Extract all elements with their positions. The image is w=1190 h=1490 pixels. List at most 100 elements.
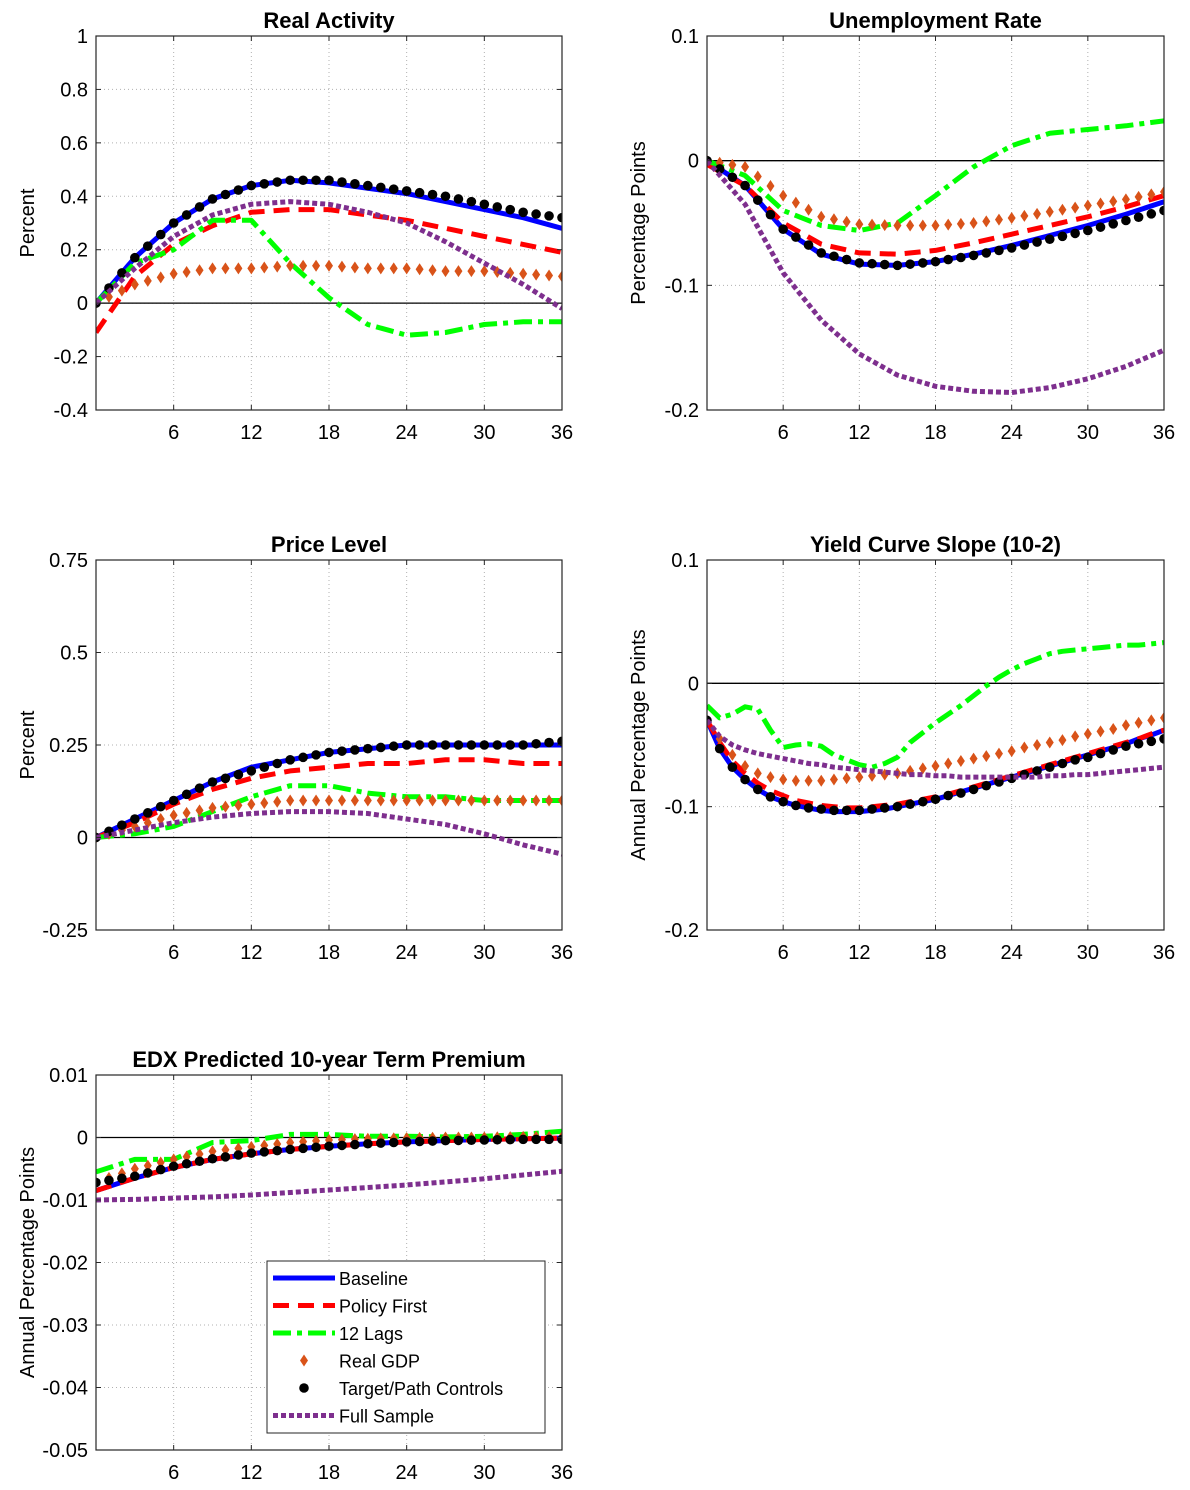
series-real-gdp-point [728,748,737,761]
y-tick-label: 0.5 [60,643,88,665]
series-target-path-controls-point [427,189,438,200]
series-target-path-controls-point [246,766,257,776]
series-target-path-controls-point [544,737,554,748]
series-target-path-controls-point [466,1135,477,1146]
series-target-path-controls-point [168,795,179,806]
series-target-path-controls-point [285,755,295,765]
series-real-gdp-point [1058,203,1067,216]
series-real-gdp-point [480,265,489,278]
series-real-gdp-point [273,260,282,273]
series-target-path-controls-point [879,803,890,813]
series-target-path-controls-point [829,805,839,816]
series-target-path-controls-point [765,792,776,802]
series-target-path-controls-point [168,218,179,228]
series-real-gdp-point [855,218,864,231]
series-real-gdp-point [376,262,385,275]
series-policy-first-line [96,207,562,334]
series-target-path-controls-point [1070,228,1080,239]
series-target-path-controls-point [259,762,270,772]
series-target-path-controls-point [841,805,852,816]
series-target-path-controls-point [1121,741,1131,752]
series-real-gdp-point [363,262,372,275]
series-real-gdp-point [312,259,321,272]
legend-swatch [300,1354,308,1367]
series-real-gdp-point [829,213,838,226]
series-target-path-controls-point [117,268,127,278]
series-real-gdp-point [532,794,541,807]
series-target-path-controls-point [440,191,451,202]
series-target-path-controls-point [816,804,827,814]
series-real-gdp-point [791,196,800,209]
x-tick-label: 36 [551,422,573,444]
x-tick-label: 30 [473,942,495,964]
series-full-sample-line [96,199,562,311]
y-tick-label: 0 [688,151,699,173]
legend-box [266,1260,546,1434]
y-tick-label: 0 [77,1128,88,1150]
series-real-gdp-point [855,771,864,784]
series-real-gdp-point [156,813,165,825]
series-target-path-controls-point [285,175,295,186]
series-real-gdp-point [247,798,256,811]
series-group [707,118,1164,395]
x-tick-label: 6 [168,942,179,964]
series-real-gdp-point [169,267,178,280]
series-real-gdp-point [415,794,424,807]
panel-title: Real Activity [263,8,395,33]
series-real-gdp-point [286,259,295,272]
series-group [96,1128,562,1203]
series-real-gdp-point [753,170,762,183]
series-target-path-controls-point [918,258,928,268]
series-target-path-controls-point [531,738,541,749]
series-real-gdp-point [753,767,762,780]
x-tick-label: 30 [1077,422,1099,444]
series-target-path-controls-point [194,202,205,212]
series-real-gdp-point [1147,188,1156,201]
series-real-gdp-point [104,290,113,303]
series-target-path-controls-point [879,259,890,270]
series-target-path-controls-point [233,769,244,780]
series-policy-first-line [707,162,1164,257]
series-target-path-controls-point [1070,755,1080,765]
series-real-gdp-point [1071,730,1080,743]
panel-title: EDX Predicted 10-year Term Premium [132,1047,525,1072]
series-target-path-controls-point [401,186,412,196]
x-tick-label: 12 [240,1462,262,1484]
x-tick-label: 18 [318,942,340,964]
series-target-path-controls-point [905,259,915,269]
series-real-gdp-point [350,794,359,807]
series-target-path-controls-point [453,1135,464,1146]
series-real-gdp-point [299,794,308,807]
series-target-path-controls-point [142,241,153,251]
series-target-path-controls-point [994,245,1004,256]
x-tick-label: 18 [924,942,946,964]
series-target-path-controls-point [375,182,386,193]
series-target-path-controls-point [337,746,347,756]
y-tick-label: 0.25 [49,735,88,757]
series-target-path-controls-point [298,1143,308,1154]
legend-label: Real GDP [339,1352,420,1372]
series-real-gdp-point [956,217,965,230]
y-axis-label: Annual Percentage Points [17,1147,39,1378]
y-tick-label: 0.6 [60,133,88,155]
series-real-gdp-point [728,158,737,171]
series-target-path-controls-point [1083,225,1093,236]
y-tick-label: 0.2 [60,240,88,262]
series-real-gdp-point [1007,212,1016,225]
series-real-gdp-point [363,794,372,807]
x-tick-label: 36 [551,942,573,964]
series-target-path-controls-point [752,195,763,205]
y-tick-label: 0 [688,673,699,695]
series-real-gdp-point [454,265,463,278]
series-target-path-controls-point [194,1156,205,1167]
series-target-path-controls-point [1146,209,1157,219]
series-real-gdp-point [312,794,321,807]
y-tick-label: 0.75 [49,550,88,572]
legend-label: Target/Path Controls [339,1379,503,1399]
series-full-sample-line [96,809,562,857]
series-target-path-controls-point [518,1134,528,1145]
series-target-path-controls-point [892,260,903,271]
series-target-path-controls-point [905,799,915,809]
series-target-path-controls-point [492,1134,503,1145]
legend-label: 12 Lags [339,1324,403,1344]
